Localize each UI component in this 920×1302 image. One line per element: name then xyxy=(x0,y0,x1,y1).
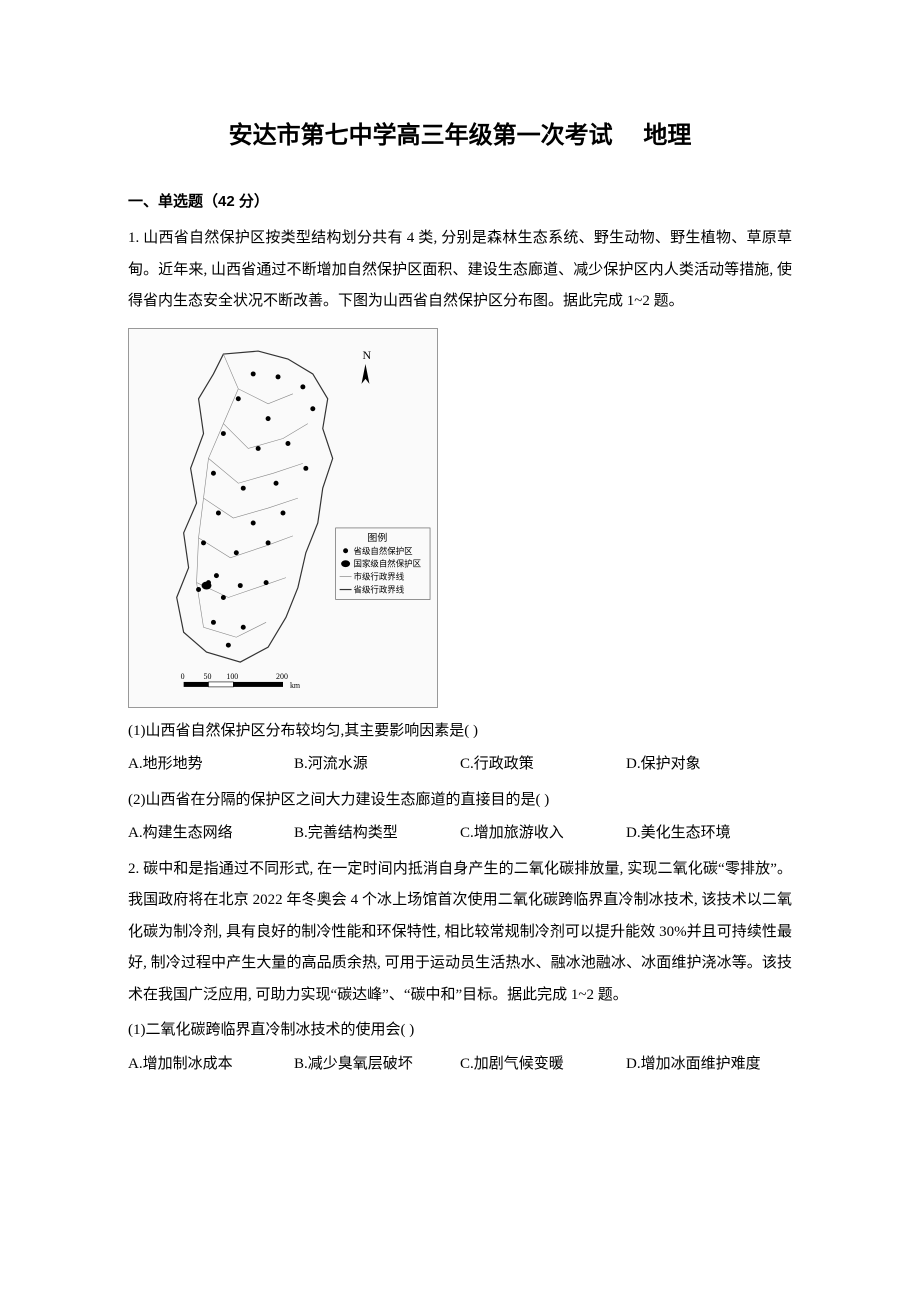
option-b: B.完善结构类型 xyxy=(294,818,460,850)
svg-text:100: 100 xyxy=(226,671,238,680)
map-figure: N 图例 省级自然保护区 国家级自然保护区 市级行政界线 省级行政界线 xyxy=(128,328,792,708)
shanxi-map: N 图例 省级自然保护区 国家级自然保护区 市级行政界线 省级行政界线 xyxy=(128,328,438,708)
option-a: A.地形地势 xyxy=(128,749,294,781)
svg-text:200: 200 xyxy=(276,671,288,680)
q1-sub2-options: A.构建生态网络 B.完善结构类型 C.增加旅游收入 D.美化生态环境 xyxy=(128,818,792,850)
scale-bar: 0 50 100 200 km xyxy=(181,671,301,689)
q2-intro: 2. 碳中和是指通过不同形式, 在一定时间内抵消自身产生的二氧化碳排放量, 实现… xyxy=(128,854,792,1012)
q1-sub1-stem: (1)山西省自然保护区分布较均匀,其主要影响因素是( ) xyxy=(128,716,792,748)
option-c: C.增加旅游收入 xyxy=(460,818,626,850)
option-a: A.构建生态网络 xyxy=(128,818,294,850)
option-a: A.增加制冰成本 xyxy=(128,1049,294,1081)
svg-text:省级行政界线: 省级行政界线 xyxy=(354,584,405,594)
q2-sub1-stem: (1)二氧化碳跨临界直冷制冰技术的使用会( ) xyxy=(128,1015,792,1047)
svg-text:N: N xyxy=(362,348,371,362)
svg-text:国家级自然保护区: 国家级自然保护区 xyxy=(354,558,422,568)
option-b: B.河流水源 xyxy=(294,749,460,781)
option-b: B.减少臭氧层破坏 xyxy=(294,1049,460,1081)
option-c: C.行政政策 xyxy=(460,749,626,781)
option-d: D.保护对象 xyxy=(626,749,792,781)
page-title: 安达市第七中学高三年级第一次考试 地理 xyxy=(128,115,792,150)
option-c: C.加剧气候变暖 xyxy=(460,1049,626,1081)
q2-sub1-options: A.增加制冰成本 B.减少臭氧层破坏 C.加剧气候变暖 D.增加冰面维护难度 xyxy=(128,1049,792,1081)
q1-sub2-stem: (2)山西省在分隔的保护区之间大力建设生态廊道的直接目的是( ) xyxy=(128,785,792,817)
svg-text:图例: 图例 xyxy=(367,530,387,543)
national-reserve-dots xyxy=(202,581,212,589)
city-boundaries xyxy=(197,354,308,637)
province-outline xyxy=(177,351,333,662)
q1-intro: 1. 山西省自然保护区按类型结构划分共有 4 类, 分别是森林生态系统、野生动物… xyxy=(128,223,792,318)
svg-text:km: km xyxy=(290,680,301,689)
option-d: D.美化生态环境 xyxy=(626,818,792,850)
svg-text:省级自然保护区: 省级自然保护区 xyxy=(354,545,414,555)
section-header: 一、单选题（42 分） xyxy=(128,190,792,211)
q1-sub1-options: A.地形地势 B.河流水源 C.行政政策 D.保护对象 xyxy=(128,749,792,781)
reserve-dots xyxy=(196,371,315,647)
svg-text:市级行政界线: 市级行政界线 xyxy=(354,571,405,581)
map-legend: 图例 省级自然保护区 国家级自然保护区 市级行政界线 省级行政界线 xyxy=(336,527,430,599)
svg-text:0: 0 xyxy=(181,671,185,680)
svg-text:50: 50 xyxy=(204,671,212,680)
option-d: D.增加冰面维护难度 xyxy=(626,1049,792,1081)
compass-icon: N xyxy=(361,348,371,384)
map-svg: N 图例 省级自然保护区 国家级自然保护区 市级行政界线 省级行政界线 xyxy=(129,329,437,707)
